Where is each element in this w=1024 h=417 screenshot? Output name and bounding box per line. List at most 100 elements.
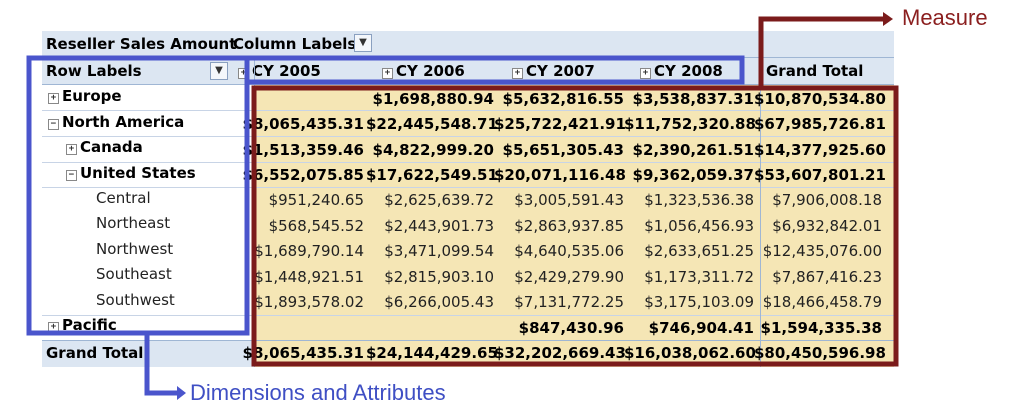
grand-total-cell: $80,450,596.98 [754, 344, 886, 362]
row-label-northwest: Northwest [96, 240, 174, 258]
measure-title: Reseller Sales Amount [46, 35, 237, 53]
value-cell: $6,552,075.85 [242, 166, 364, 184]
dimension-arrowhead [177, 386, 186, 400]
value-cell: $1,698,880.94 [372, 90, 494, 108]
value-cell: $2,443,901.73 [384, 217, 494, 235]
value-cell: $14,377,925.60 [754, 141, 886, 159]
value-cell: $20,071,116.48 [494, 166, 626, 184]
row-label-southwest: Southwest [96, 291, 175, 309]
pivot-header-row-1 [42, 31, 894, 57]
value-cell: $18,466,458.79 [762, 293, 882, 311]
grid-line [42, 187, 894, 188]
expand-icon[interactable]: + [48, 93, 59, 104]
value-cell: $2,625,639.72 [384, 191, 494, 209]
dimension-box-rows [26, 55, 250, 336]
row-label-grand-total: Grand Total [46, 344, 144, 362]
grand-total-cell: $16,038,062.60 [624, 344, 756, 362]
value-cell: $7,131,772.25 [514, 293, 624, 311]
grand-total-cell: $24,144,429.65 [366, 344, 498, 362]
row-label-united-states[interactable]: − United States [66, 161, 196, 185]
value-cell: $1,689,790.14 [254, 242, 364, 260]
collapse-icon[interactable]: − [48, 119, 59, 130]
row-label-north-america[interactable]: − North America [48, 110, 184, 134]
row-label-northeast: Northeast [96, 214, 171, 232]
value-cell: $1,594,335.38 [760, 319, 882, 337]
measure-callout-label: Measure [902, 5, 988, 30]
value-cell: $7,906,008.18 [772, 191, 882, 209]
value-cell: $4,822,999.20 [372, 141, 494, 159]
row-label-pacific[interactable]: + Pacific [48, 313, 117, 337]
pivot-table: Reseller Sales Amount Column Labels ▼ Ro… [42, 31, 894, 367]
collapse-icon[interactable]: − [66, 170, 77, 181]
value-cell: $3,175,103.09 [644, 293, 754, 311]
value-cell: $5,651,305.43 [502, 141, 624, 159]
grid-line [760, 58, 761, 367]
grid-line [42, 340, 894, 341]
expand-icon[interactable]: + [382, 68, 393, 79]
value-cell: $2,390,261.51 [632, 141, 754, 159]
column-header-cy2008[interactable]: + CY 2008 [640, 59, 723, 83]
value-cell: $2,429,279.90 [514, 268, 624, 286]
value-cell: $1,173,311.72 [644, 268, 754, 286]
chevron-down-icon: ▼ [215, 65, 223, 76]
column-labels-caption: Column Labels [233, 35, 357, 53]
column-header-grand-total: Grand Total [766, 62, 864, 80]
row-label-central: Central [96, 189, 151, 207]
grand-total-cell: $32,202,669.43 [494, 344, 626, 362]
dimension-box-columns [244, 55, 745, 85]
value-cell: $6,266,005.43 [384, 293, 494, 311]
value-cell: $1,893,578.02 [254, 293, 364, 311]
value-cell: $8,065,435.31 [242, 115, 364, 133]
column-labels-filter-dropdown[interactable]: ▼ [354, 34, 372, 52]
value-cell: $10,870,534.80 [754, 90, 886, 108]
value-cell: $4,640,535.06 [514, 242, 624, 260]
value-cell: $9,362,059.37 [632, 166, 754, 184]
value-cell: $1,448,921.51 [254, 268, 364, 286]
value-cell: $12,435,076.00 [762, 242, 882, 260]
measure-callout-line [758, 16, 883, 88]
chevron-down-icon: ▼ [359, 37, 367, 48]
row-label-southeast: Southeast [96, 265, 172, 283]
value-cell: $3,471,099.54 [384, 242, 494, 260]
expand-icon[interactable]: + [66, 144, 77, 155]
value-cell: $5,632,816.55 [502, 90, 624, 108]
grid-line [42, 110, 894, 111]
row-label-europe[interactable]: + Europe [48, 84, 122, 108]
expand-icon[interactable]: + [512, 68, 523, 79]
value-cell: $951,240.65 [268, 191, 364, 209]
value-cell: $25,722,421.91 [494, 115, 626, 133]
row-labels-caption: Row Labels [46, 62, 142, 80]
value-cell: $17,622,549.51 [366, 166, 498, 184]
expand-icon[interactable]: + [640, 68, 651, 79]
value-cell: $568,545.52 [268, 217, 364, 235]
row-label-canada[interactable]: + Canada [66, 135, 143, 159]
value-cell: $11,752,320.88 [624, 115, 756, 133]
value-cell: $1,323,536.38 [644, 191, 754, 209]
grand-total-cell: $8,065,435.31 [242, 344, 364, 362]
measure-values-area [254, 85, 894, 367]
value-cell: $6,932,842.01 [772, 217, 882, 235]
measure-box [251, 85, 899, 367]
value-cell: $67,985,726.81 [754, 115, 886, 133]
value-cell: $2,815,903.10 [384, 268, 494, 286]
grid-line [42, 315, 894, 316]
grid-line [42, 136, 894, 137]
value-cell: $3,005,591.43 [514, 191, 624, 209]
row-labels-filter-dropdown[interactable]: ▼ [210, 62, 228, 80]
column-header-cy2005[interactable]: + CY 2005 [238, 59, 321, 83]
value-cell: $2,633,651.25 [644, 242, 754, 260]
value-cell: $1,056,456.93 [644, 217, 754, 235]
value-cell: $1,513,359.46 [242, 141, 364, 159]
column-header-cy2006[interactable]: + CY 2006 [382, 59, 465, 83]
measure-arrowhead [883, 12, 893, 26]
value-cell: $2,863,937.85 [514, 217, 624, 235]
value-cell: $746,904.41 [648, 319, 754, 337]
dimension-callout-line [144, 333, 177, 396]
value-cell: $22,445,548.71 [366, 115, 498, 133]
value-cell: $847,430.96 [518, 319, 624, 337]
value-cell: $7,867,416.23 [772, 268, 882, 286]
value-cell: $3,538,837.31 [632, 90, 754, 108]
column-header-cy2007[interactable]: + CY 2007 [512, 59, 595, 83]
dimensions-callout-label: Dimensions and Attributes [190, 380, 446, 405]
